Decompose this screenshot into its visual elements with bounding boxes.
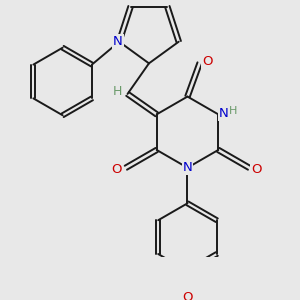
Text: O: O — [202, 56, 212, 68]
Text: N: N — [219, 106, 229, 120]
Text: H: H — [229, 106, 237, 116]
Text: O: O — [112, 163, 122, 176]
Text: N: N — [113, 35, 123, 48]
Text: N: N — [183, 161, 192, 174]
Text: O: O — [251, 163, 262, 176]
Text: H: H — [113, 85, 122, 98]
Text: O: O — [182, 291, 193, 300]
